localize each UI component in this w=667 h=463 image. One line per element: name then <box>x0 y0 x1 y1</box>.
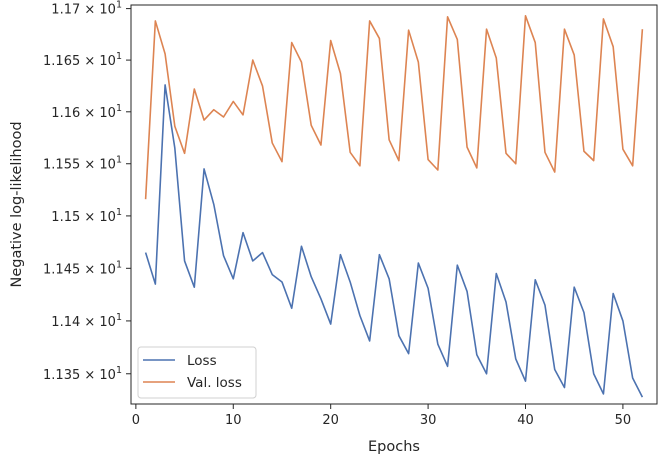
x-tick-label: 40 <box>517 413 534 428</box>
plot-area-frame <box>130 4 658 405</box>
y-tick-label: 1.17 × 101 <box>51 0 122 18</box>
x-axis-label: Epochs <box>368 439 420 455</box>
x-tick-label: 10 <box>225 413 242 428</box>
y-tick-label: 1.155 × 101 <box>43 155 122 173</box>
legend: Loss Val. loss <box>137 346 257 399</box>
x-tick-label: 30 <box>420 413 437 428</box>
legend-label: Loss <box>187 353 217 369</box>
y-tick-label: 1.16 × 101 <box>51 103 122 121</box>
x-tick-label: 0 <box>132 413 140 428</box>
x-tick-label: 20 <box>322 413 339 428</box>
y-tick-label: 1.135 × 101 <box>43 365 122 383</box>
y-axis: 1.135 × 101 1.14 × 101 1.145 × 101 1.15 × 1… <box>43 0 131 383</box>
series-line-val-loss <box>144 14 644 200</box>
y-tick-label: 1.165 × 101 <box>43 51 122 69</box>
series-line-loss <box>144 84 644 398</box>
x-axis: 0 10 20 30 40 50 <box>132 404 631 428</box>
series-layer <box>144 14 644 398</box>
x-tick-label: 50 <box>615 413 632 428</box>
y-tick-label: 1.15 × 101 <box>51 207 122 225</box>
y-axis-label: Negative log-likelihood <box>9 121 25 287</box>
y-tick-label: 1.14 × 101 <box>51 312 122 330</box>
y-tick-label: 1.145 × 101 <box>43 259 122 277</box>
legend-label: Val. loss <box>187 375 242 391</box>
